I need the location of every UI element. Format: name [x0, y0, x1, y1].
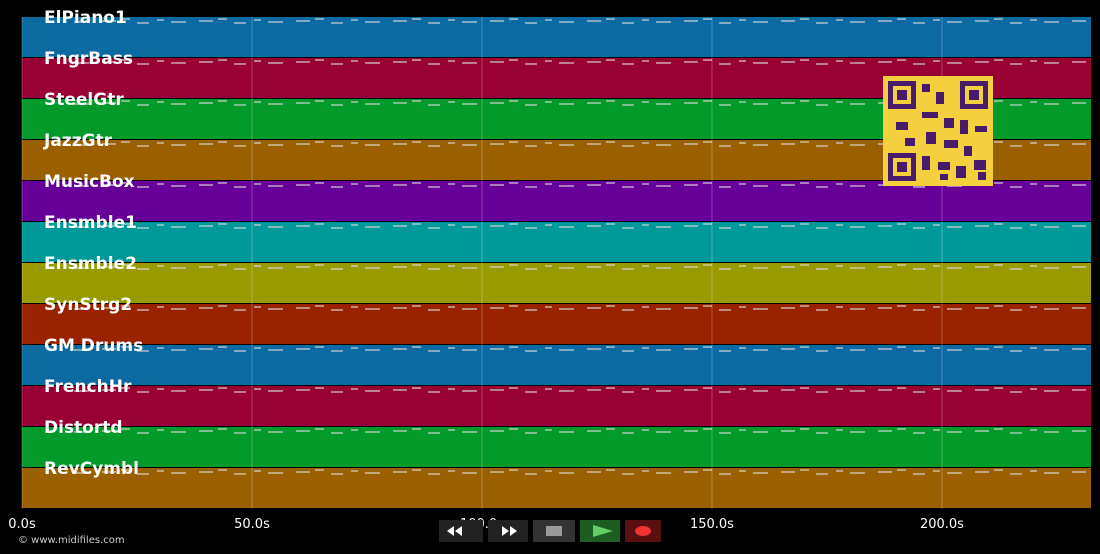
x-tick-label: 200.0s [920, 517, 964, 532]
track-name: Ensmble2 [44, 254, 137, 274]
fast-forward-button[interactable] [488, 520, 528, 542]
rewind-button[interactable] [439, 520, 483, 542]
play-button[interactable] [580, 520, 620, 542]
track-name: GM Drums [44, 336, 143, 356]
track-name: FrenchHr [44, 377, 132, 397]
track-name: ElPiano1 [44, 8, 127, 28]
stop-button[interactable] [533, 520, 575, 542]
track-name: SynStrg2 [44, 295, 132, 315]
record-button[interactable] [625, 520, 661, 542]
track-name: FngrBass [44, 49, 133, 69]
x-tick-label: 0.0s [8, 517, 36, 532]
track-notes [72, 468, 1091, 508]
track-notes [72, 17, 1091, 57]
track-notes [72, 386, 1091, 426]
track-notes [72, 427, 1091, 467]
track-name: SteelGtr [44, 90, 124, 110]
x-tick-label: 150.0s [690, 517, 734, 532]
track-notes [72, 263, 1091, 303]
track-notes [72, 222, 1091, 262]
track-name: Distortd [44, 418, 123, 438]
track-notes [72, 345, 1091, 385]
track-name: Ensmble1 [44, 213, 137, 233]
track-name: RevCymbl [44, 459, 139, 479]
transport-controls [439, 520, 661, 542]
qr-code[interactable] [883, 76, 993, 186]
track-notes [72, 181, 1091, 221]
track-notes [72, 304, 1091, 344]
copyright: © www.midifiles.com [18, 535, 125, 546]
track-name: MusicBox [44, 172, 135, 192]
track-name: JazzGtr [43, 131, 113, 151]
x-tick-label: 50.0s [234, 517, 270, 532]
